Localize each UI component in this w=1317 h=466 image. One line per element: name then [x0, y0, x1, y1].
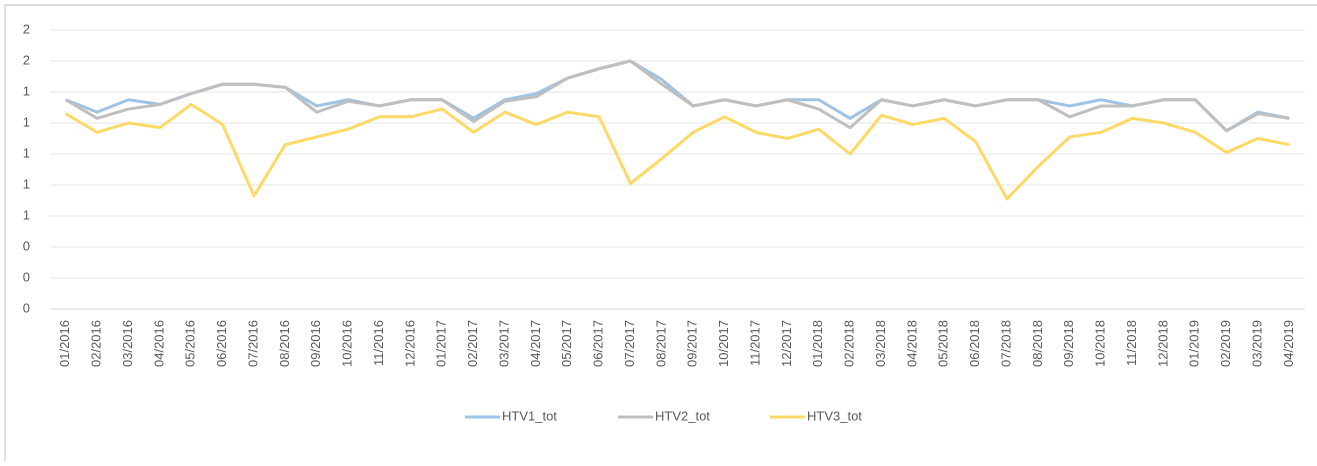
x-tick-label: 06/2018 [967, 320, 982, 367]
x-tick-label: 02/2018 [842, 320, 857, 367]
x-tick-label: 07/2016 [245, 320, 260, 367]
x-tick-label: 02/2016 [89, 320, 104, 367]
x-tick-label: 08/2016 [277, 320, 292, 367]
x-tick-label: 04/2017 [528, 320, 543, 367]
legend-label: HTV3_tot [807, 408, 862, 423]
x-tick-label: 08/2017 [653, 320, 668, 367]
x-tick-label: 12/2018 [1155, 320, 1170, 367]
x-tick-label: 12/2016 [402, 320, 417, 367]
x-tick-label: 10/2017 [716, 320, 731, 367]
x-tick-label: 11/2018 [1124, 320, 1139, 366]
x-tick-label: 08/2018 [1030, 320, 1045, 367]
x-tick-label: 09/2018 [1061, 320, 1076, 367]
x-tick-label: 05/2018 [936, 320, 951, 367]
legend-label: HTV2_tot [655, 408, 710, 423]
x-tick-label: 04/2016 [151, 320, 166, 367]
y-tick-label: 1 [23, 83, 30, 98]
y-tick-label: 1 [23, 207, 30, 222]
x-tick-label: 09/2017 [685, 320, 700, 367]
y-tick-label: 0 [23, 269, 30, 284]
x-tick-label: 01/2017 [434, 320, 449, 367]
x-tick-label: 01/2016 [57, 320, 72, 367]
legend-label: HTV1_tot [502, 408, 557, 423]
x-tick-label: 07/2017 [622, 320, 637, 367]
x-tick-label: 09/2016 [308, 320, 323, 367]
series-line [64, 59, 1290, 133]
x-tick-label: 10/2016 [340, 320, 355, 367]
x-tick-label: 11/2017 [747, 320, 762, 366]
x-tick-label: 03/2018 [873, 320, 888, 367]
x-tick-label: 03/2016 [120, 320, 135, 367]
x-tick-label: 02/2017 [465, 320, 480, 367]
x-tick-label: 05/2016 [183, 320, 198, 367]
x-tick-label: 03/2019 [1249, 320, 1264, 367]
x-tick-label: 01/2019 [1187, 320, 1202, 367]
y-tick-label: 1 [23, 176, 30, 191]
y-tick-label: 1 [23, 114, 30, 129]
y-tick-label: 1 [23, 145, 30, 160]
x-tick-label: 07/2018 [998, 320, 1013, 367]
y-tick-label: 2 [23, 52, 30, 67]
y-tick-label: 2 [23, 21, 30, 36]
x-tick-label: 04/2019 [1281, 320, 1296, 367]
y-tick-label: 0 [23, 238, 30, 253]
series-line [64, 102, 1290, 201]
x-tick-label: 05/2017 [559, 320, 574, 367]
x-tick-label: 11/2016 [371, 320, 386, 366]
x-tick-label: 06/2017 [591, 320, 606, 367]
y-tick-label: 0 [23, 300, 30, 315]
x-tick-label: 03/2017 [496, 320, 511, 367]
x-tick-label: 04/2018 [904, 320, 919, 367]
x-tick-label: 01/2018 [810, 320, 825, 367]
x-tick-label: 02/2019 [1218, 320, 1233, 367]
x-tick-label: 06/2016 [214, 320, 229, 367]
x-tick-label: 10/2018 [1093, 320, 1108, 367]
x-tick-label: 12/2017 [779, 320, 794, 367]
